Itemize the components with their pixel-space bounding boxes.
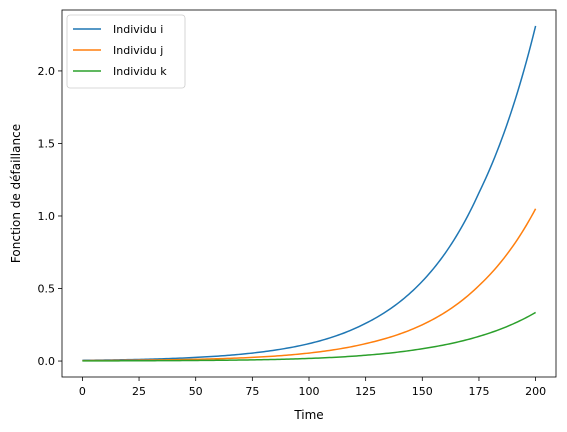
legend-label: Individu k	[113, 65, 167, 78]
x-tick-label: 25	[132, 385, 146, 398]
x-tick-label: 200	[525, 385, 546, 398]
y-tick-label: 0.0	[38, 355, 56, 368]
x-tick-label: 75	[245, 385, 259, 398]
legend-label: Individu i	[113, 23, 163, 36]
y-tick-label: 1.5	[38, 137, 56, 150]
legend-box	[66, 14, 186, 89]
y-tick-label: 0.5	[38, 283, 56, 296]
x-tick-label: 50	[189, 385, 203, 398]
x-tick-label: 175	[468, 385, 489, 398]
series-line	[82, 208, 537, 362]
x-axis-label: Time	[293, 408, 323, 422]
x-tick-label: 125	[355, 385, 376, 398]
legend: Individu i Individu j Individu k	[66, 14, 186, 89]
y-axis-label: Fonction de défaillance	[9, 124, 23, 263]
series-line	[82, 25, 537, 362]
x-tick-label: 100	[299, 385, 320, 398]
x-tick-label: 150	[412, 385, 433, 398]
legend-label: Individu j	[113, 44, 163, 57]
y-tick-label: 2.0	[38, 65, 56, 78]
x-tick-label: 0	[79, 385, 86, 398]
series-line	[82, 311, 536, 362]
y-tick-label: 1.0	[38, 210, 56, 223]
